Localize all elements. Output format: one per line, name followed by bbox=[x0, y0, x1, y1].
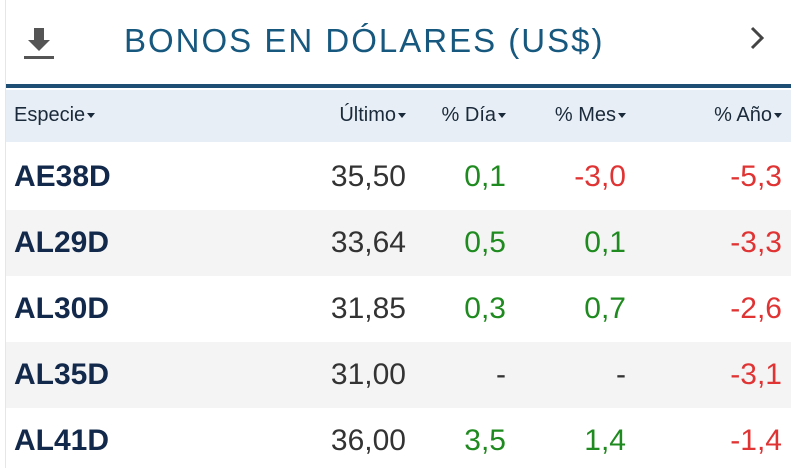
table-cell: 0,1 bbox=[584, 226, 626, 259]
next-arrow[interactable] bbox=[748, 24, 768, 54]
table-cell: 0,3 bbox=[464, 292, 506, 325]
table-cell: -3,1 bbox=[730, 358, 782, 391]
widget-header: BONOS EN DÓLARES (US$) bbox=[6, 0, 791, 88]
table-row: AL29D 33,64 0,5 0,1 -3,3 bbox=[6, 210, 791, 276]
table-cell: -3,3 bbox=[730, 226, 782, 259]
bond-symbol: AL35D bbox=[14, 358, 110, 391]
table-cell: 3,5 bbox=[464, 424, 506, 457]
table-cell: 31,85 bbox=[330, 292, 406, 325]
column-header[interactable]: % Día bbox=[442, 104, 506, 127]
table-row: AL30D 31,85 0,3 0,7 -2,6 bbox=[6, 276, 791, 342]
table-cell: - bbox=[616, 358, 626, 391]
table-cell: 36,00 bbox=[330, 424, 406, 457]
column-header[interactable]: % Mes bbox=[555, 104, 626, 127]
table-cell: -2,6 bbox=[730, 292, 782, 325]
bond-symbol: AL29D bbox=[14, 226, 110, 259]
bond-widget: BONOS EN DÓLARES (US$) Especie Último % Dí… bbox=[5, 0, 791, 468]
bond-symbol: AL30D bbox=[14, 292, 110, 325]
table-cell: 0,5 bbox=[464, 226, 506, 259]
table-cell: -1,4 bbox=[730, 424, 782, 457]
table-cell: 31,00 bbox=[330, 358, 406, 391]
table-cell: -3,0 bbox=[574, 160, 626, 193]
bond-symbol: AL41D bbox=[14, 424, 110, 457]
table-header: Especie Último % Día % Mes % Año bbox=[6, 90, 791, 142]
table-row: AL35D 31,00 - - -3,1 bbox=[6, 342, 791, 408]
table-cell: 33,64 bbox=[330, 226, 406, 259]
bond-symbol: AE38D bbox=[14, 160, 111, 193]
table-cell: 0,7 bbox=[584, 292, 626, 325]
column-header[interactable]: % Año bbox=[714, 104, 782, 127]
table-cell: -5,3 bbox=[730, 160, 782, 193]
table-cell: 35,50 bbox=[330, 160, 406, 193]
table-row: AL41D 36,00 3,5 1,4 -1,4 bbox=[6, 408, 791, 474]
table-row: AE38D 35,50 0,1 -3,0 -5,3 bbox=[6, 144, 791, 210]
column-header[interactable]: Último bbox=[339, 104, 406, 127]
download-icon[interactable] bbox=[22, 26, 56, 62]
column-header[interactable]: Especie bbox=[14, 104, 95, 127]
table-cell: 0,1 bbox=[464, 160, 506, 193]
widget-title: BONOS EN DÓLARES (US$) bbox=[124, 22, 605, 59]
table-cell: 1,4 bbox=[584, 424, 626, 457]
table-cell: - bbox=[496, 358, 506, 391]
